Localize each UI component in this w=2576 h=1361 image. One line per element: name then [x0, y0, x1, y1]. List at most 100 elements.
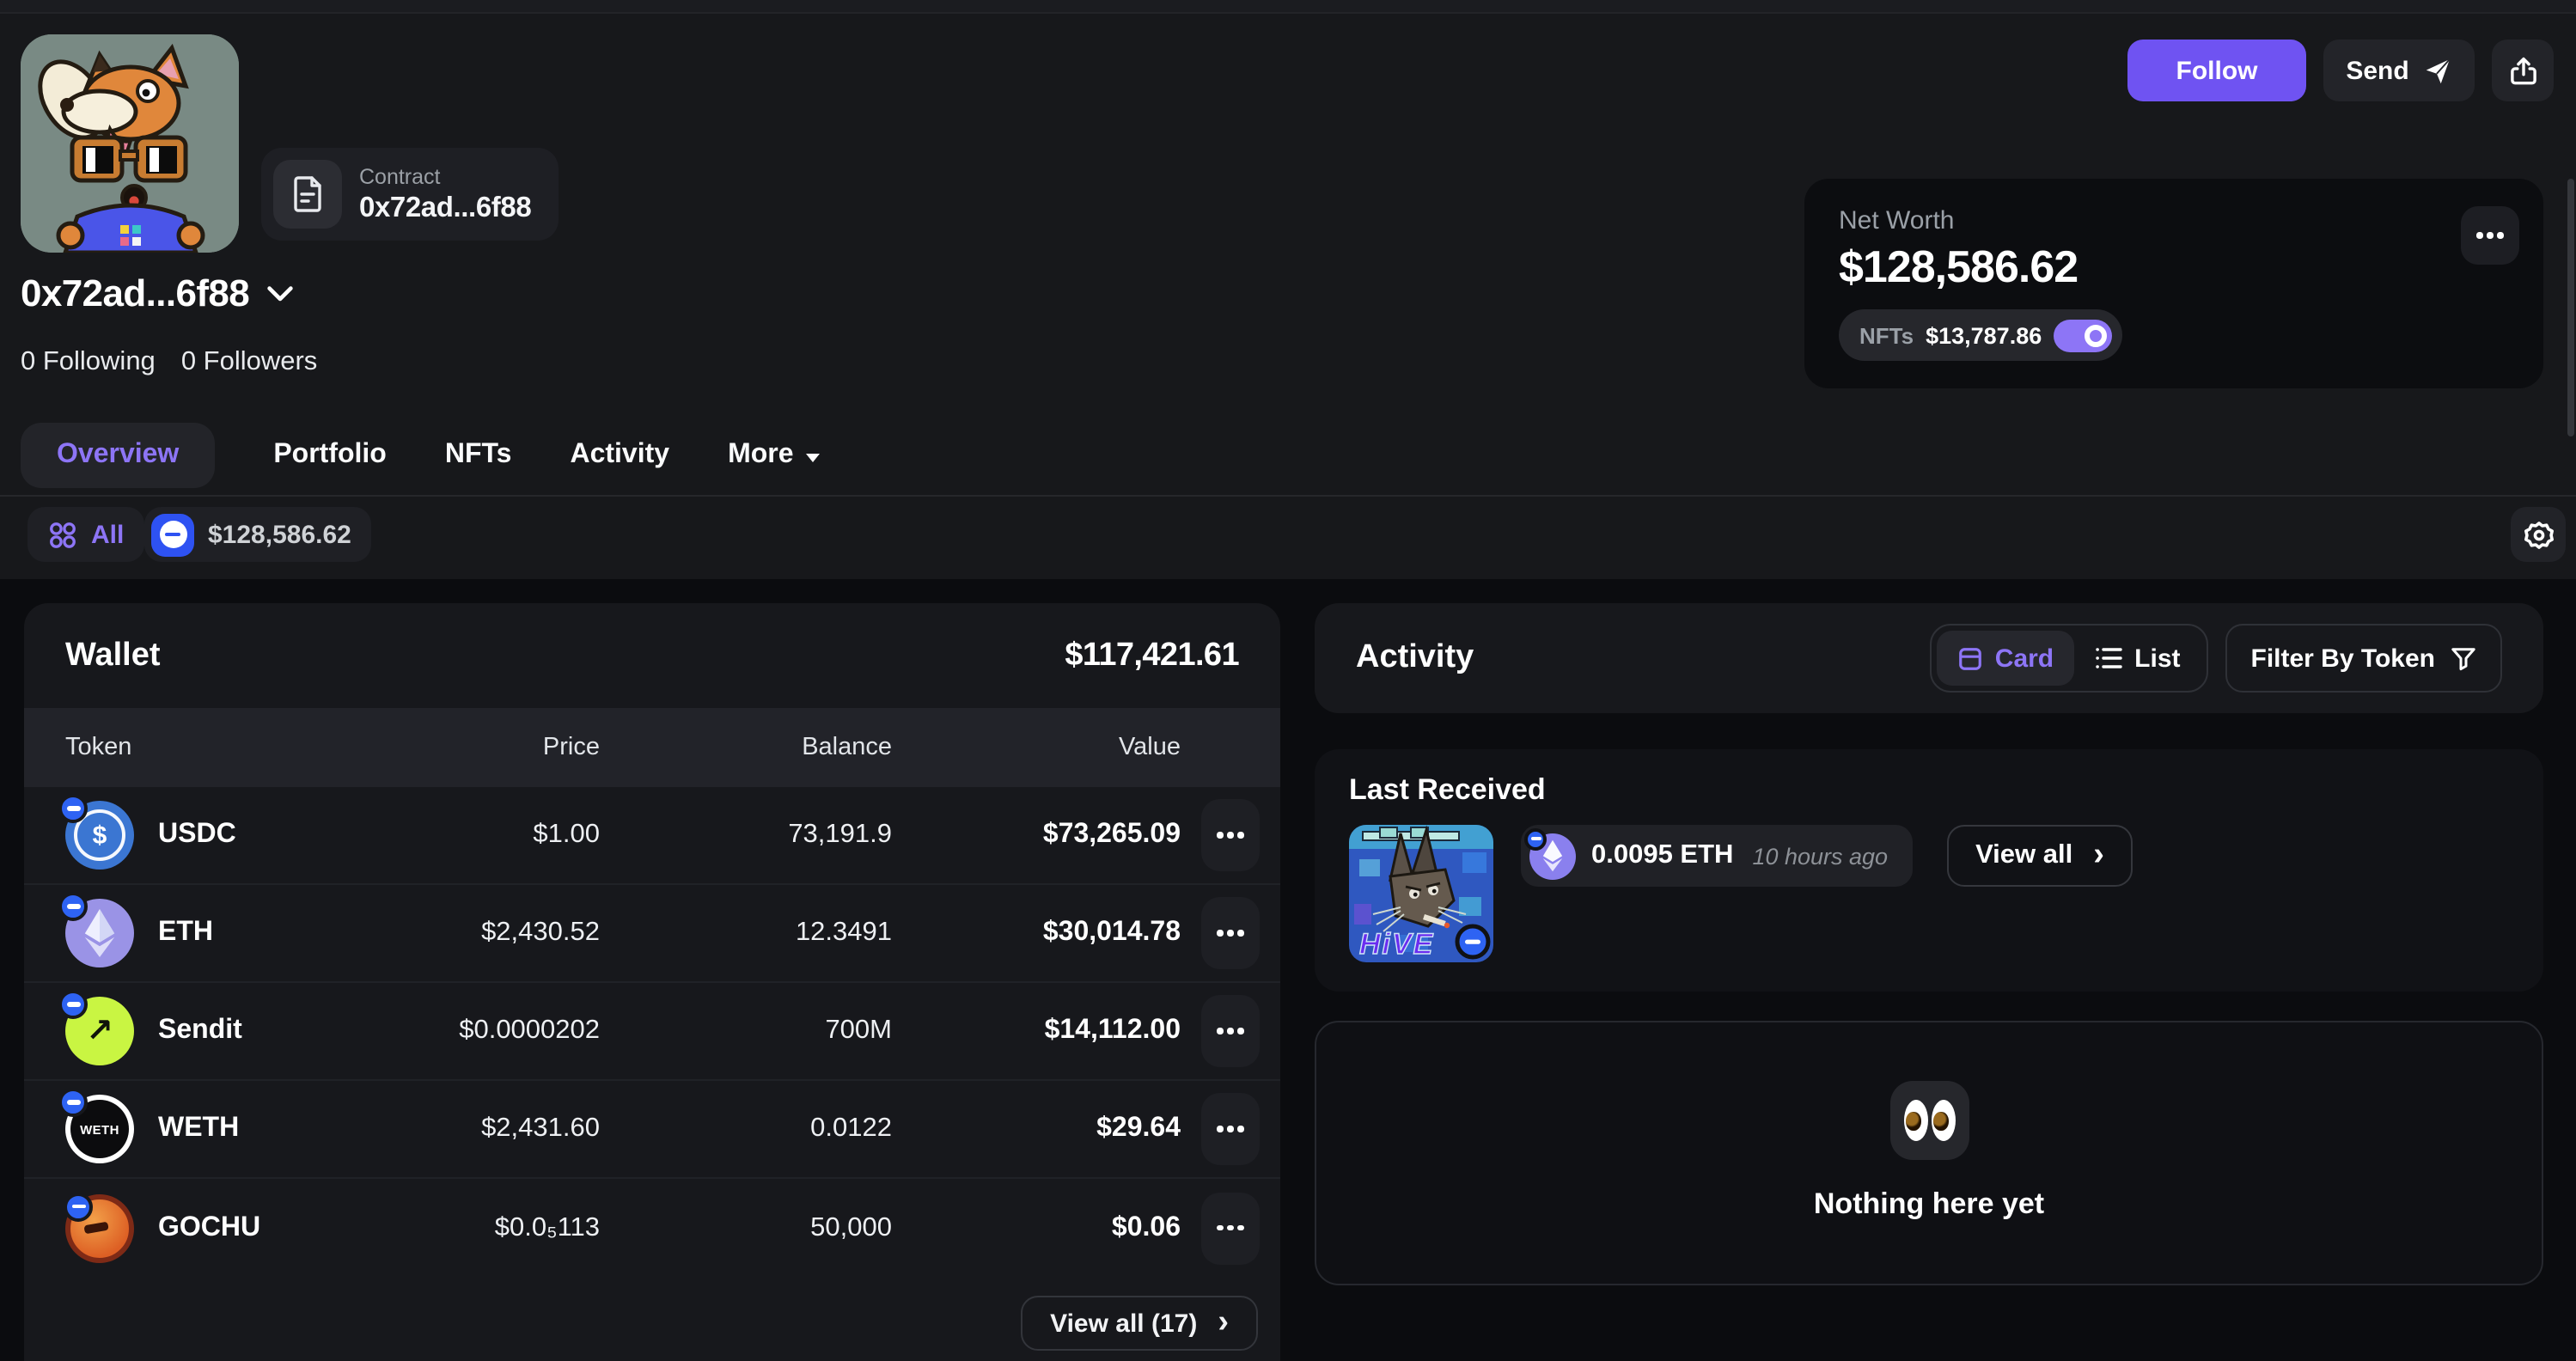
list-view-button[interactable]: List	[2074, 631, 2201, 686]
eth-coin-icon	[1524, 827, 1576, 879]
token-price: $0.0000202	[459, 1016, 600, 1045]
activity-empty-state-card: Nothing here yet	[1315, 1021, 2543, 1285]
list-view-icon	[2096, 648, 2122, 668]
received-timestamp: 10 hours ago	[1752, 843, 1889, 869]
tab-more[interactable]: More	[728, 440, 820, 471]
token-symbol: WETH	[158, 1114, 240, 1143]
address-dropdown[interactable]: 0x72ad...6f88	[21, 272, 294, 316]
table-row-weth[interactable]: WETH WETH $2,431.60 0.0122 $29.64	[24, 1081, 1280, 1179]
activity-view-all-button[interactable]: View all ›	[1946, 825, 2133, 887]
share-icon	[2510, 56, 2536, 84]
base-chain-badge-icon	[58, 794, 88, 823]
followers-count[interactable]: 0 Followers	[180, 347, 318, 376]
contract-label: Contract	[359, 164, 441, 188]
follow-stats: 0 Following 0 Followers	[21, 347, 317, 378]
activity-view-all-label: View all	[1975, 840, 2073, 870]
nfts-include-toggle[interactable]	[2054, 319, 2113, 351]
token-balance: 12.3491	[795, 918, 892, 947]
profile-header: Contract 0x72ad...6f88 0x72ad...6f88 0 F…	[0, 0, 2576, 579]
token-price: $1.00	[533, 820, 600, 849]
contract-address-chip[interactable]: Contract 0x72ad...6f88	[261, 148, 559, 241]
nft-artwork-image: HiVE	[1349, 825, 1493, 962]
sendit-token-icon: ↗	[58, 990, 134, 1065]
wallet-table-header: Token Price Balance Value	[24, 708, 1280, 787]
column-balance: Balance	[802, 734, 892, 761]
base-chain-badge-icon	[58, 990, 88, 1019]
scrollbar-thumb[interactable]	[2567, 179, 2574, 436]
last-received-card: Last Received	[1315, 749, 2543, 992]
card-list-segmented-control: Card List	[1929, 624, 2208, 693]
net-worth-label: Net Worth	[1839, 206, 1955, 235]
column-value: Value	[1118, 734, 1181, 761]
filter-chip-bundle[interactable]: $128,586.62	[144, 507, 372, 562]
token-price: $0.0₅113	[494, 1212, 600, 1242]
base-chain-badge-icon	[64, 1192, 93, 1221]
nfts-toggle-pill[interactable]: NFTs $13,787.86	[1839, 309, 2123, 361]
wallet-view-all-button[interactable]: View all (17) ›	[1021, 1296, 1258, 1351]
token-value: $30,014.78	[1042, 918, 1181, 947]
token-symbol: USDC	[158, 820, 236, 849]
tab-overview[interactable]: Overview	[21, 423, 216, 488]
chevron-right-icon: ›	[1218, 1303, 1229, 1340]
last-received-row: HiVE 0.0095 ETH 10 hours ago View all	[1349, 825, 2509, 962]
token-value: $73,265.09	[1042, 820, 1181, 849]
caret-down-icon	[805, 453, 820, 461]
table-row-usdc[interactable]: $ USDC $1.00 73,191.9 $73,265.09	[24, 787, 1280, 885]
grid-all-icon	[50, 522, 76, 547]
send-button[interactable]: Send	[2323, 40, 2475, 101]
base-chain-badge-icon	[58, 892, 88, 921]
paper-plane-icon	[2426, 58, 2451, 83]
svg-text:HiVE: HiVE	[1359, 928, 1434, 961]
row-menu-button[interactable]	[1201, 897, 1260, 969]
contract-document-icon	[273, 160, 342, 229]
following-count[interactable]: 0 Following	[21, 347, 156, 376]
table-row-gochu[interactable]: GOCHU $0.0₅113 50,000 $0.06	[24, 1179, 1280, 1277]
wallet-card: Wallet $117,421.61 Token Price Balance V…	[24, 603, 1280, 1361]
filter-by-token-button[interactable]: Filter By Token	[2225, 624, 2502, 693]
token-symbol: ETH	[158, 918, 213, 947]
tab-more-label: More	[728, 440, 794, 469]
received-amount-pill: 0.0095 ETH 10 hours ago	[1521, 825, 1913, 887]
card-view-button[interactable]: Card	[1936, 631, 2075, 686]
filter-chip-all[interactable]: All	[27, 507, 145, 562]
table-row-sendit[interactable]: ↗ Sendit $0.0000202 700M $14,112.00	[24, 983, 1280, 1081]
base-chain-badge-icon	[58, 1088, 88, 1117]
row-menu-button[interactable]	[1201, 1192, 1260, 1264]
row-menu-button[interactable]	[1201, 799, 1260, 871]
activity-header-card: Activity Card List Filter By Token	[1315, 603, 2543, 713]
eth-token-icon	[58, 892, 134, 967]
gear-icon	[2523, 521, 2554, 548]
nfts-value: $13,787.86	[1926, 322, 2042, 348]
token-balance: 0.0122	[810, 1114, 892, 1143]
fox-nft-avatar-image	[21, 34, 239, 253]
received-nft-thumbnail[interactable]: HiVE	[1349, 825, 1493, 962]
net-worth-card: Net Worth $128,586.62 NFTs $13,787.86	[1804, 179, 2543, 388]
net-worth-value: $128,586.62	[1839, 241, 2079, 292]
last-received-title: Last Received	[1349, 773, 1546, 806]
funnel-filter-icon	[2451, 647, 2475, 670]
column-price: Price	[542, 734, 600, 761]
wallet-view-all-label: View all (17)	[1050, 1309, 1198, 1338]
net-worth-menu-button[interactable]	[2461, 206, 2519, 265]
activity-title: Activity	[1356, 639, 1474, 675]
tab-portfolio[interactable]: Portfolio	[273, 440, 387, 469]
settings-gear-button[interactable]	[2511, 507, 2566, 562]
chevron-down-icon	[267, 286, 293, 302]
token-value: $29.64	[1096, 1114, 1181, 1143]
token-symbol: GOCHU	[158, 1212, 261, 1242]
tab-activity[interactable]: Activity	[570, 440, 670, 469]
empty-state-message: Nothing here yet	[1813, 1187, 2045, 1220]
weth-token-icon: WETH	[58, 1088, 134, 1163]
follow-button[interactable]: Follow	[2127, 40, 2306, 101]
table-row-eth[interactable]: ETH $2,430.52 12.3491 $30,014.78	[24, 885, 1280, 983]
tab-nfts[interactable]: NFTs	[444, 440, 512, 469]
row-menu-button[interactable]	[1201, 995, 1260, 1067]
column-token: Token	[65, 734, 132, 761]
token-price: $2,431.60	[481, 1114, 600, 1143]
base-chain-badge-icon	[1524, 827, 1547, 850]
row-menu-button[interactable]	[1201, 1093, 1260, 1165]
main-tabs: Overview Portfolio NFTs Activity More	[21, 423, 820, 488]
share-button[interactable]	[2492, 40, 2554, 101]
nfts-label: NFTs	[1859, 322, 1914, 348]
